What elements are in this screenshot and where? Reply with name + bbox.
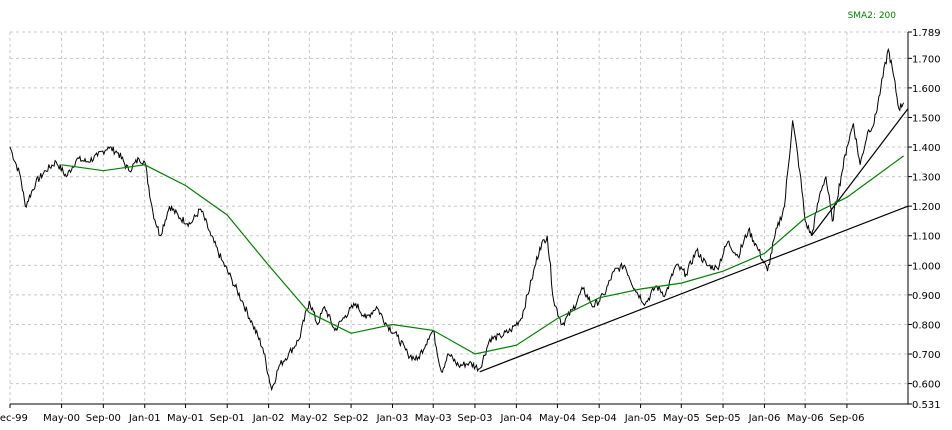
x-tick-label: Sep-02: [333, 413, 368, 424]
x-tick-label: Sep-04: [582, 413, 617, 424]
grid-lines: [9, 31, 909, 405]
x-tick-label: Sep-01: [210, 413, 245, 424]
x-tick-label: Jan-01: [128, 413, 161, 424]
y-tick-label: 1.400: [912, 143, 941, 154]
y-tick-label: 1.300: [912, 173, 941, 184]
y-tick-label: 1.789: [912, 28, 941, 39]
y-axis-ticks: 1.789 1.700 1.600 1.500 1.400 1.300 1.200 1.100…: [908, 28, 941, 411]
trendline: [811, 108, 909, 237]
price-line: [9, 47, 905, 392]
sma-200-line: [61, 155, 904, 355]
y-tick-label: 0.900: [912, 291, 941, 302]
x-tick-label: Sep-05: [705, 413, 740, 424]
y-tick-label: 1.600: [912, 84, 941, 95]
x-tick-label: Dec-99: [0, 413, 28, 424]
x-tick-label: Jan-04: [499, 413, 532, 424]
x-tick-label: May-01: [167, 413, 204, 424]
legend-sma-label: SMA2: 200: [848, 11, 897, 21]
y-tick-label: 1.700: [912, 54, 941, 65]
series-lines: [9, 47, 905, 392]
x-axis-ticks: Dec-99 May-00 Sep-00 Jan-01 May-01 Sep-01 Jan-…: [0, 404, 865, 424]
y-tick-label: 0.700: [912, 350, 941, 361]
y-tick-label: 0.600: [912, 380, 941, 391]
y-tick-label: 0.800: [912, 320, 941, 331]
x-tick-label: Jan-02: [252, 413, 285, 424]
x-tick-label: Jan-05: [624, 413, 657, 424]
y-tick-label: 1.100: [912, 232, 941, 243]
x-tick-label: May-00: [43, 413, 80, 424]
x-tick-label: Jan-03: [376, 413, 409, 424]
x-tick-label: May-03: [415, 413, 452, 424]
x-tick-label: May-06: [787, 413, 824, 424]
x-tick-label: Jan-06: [748, 413, 781, 424]
x-tick-label: Sep-00: [86, 413, 121, 424]
x-tick-label: May-04: [539, 413, 576, 424]
y-tick-label: 0.531: [912, 400, 941, 411]
x-tick-label: Sep-06: [829, 413, 864, 424]
x-tick-label: May-02: [291, 413, 328, 424]
y-tick-label: 1.000: [912, 261, 941, 272]
x-tick-label: Sep-03: [457, 413, 492, 424]
y-tick-label: 1.200: [912, 202, 941, 213]
trendline: [479, 205, 909, 373]
trendlines: [479, 108, 909, 373]
y-tick-label: 1.500: [912, 113, 941, 124]
x-tick-label: May-05: [663, 413, 700, 424]
